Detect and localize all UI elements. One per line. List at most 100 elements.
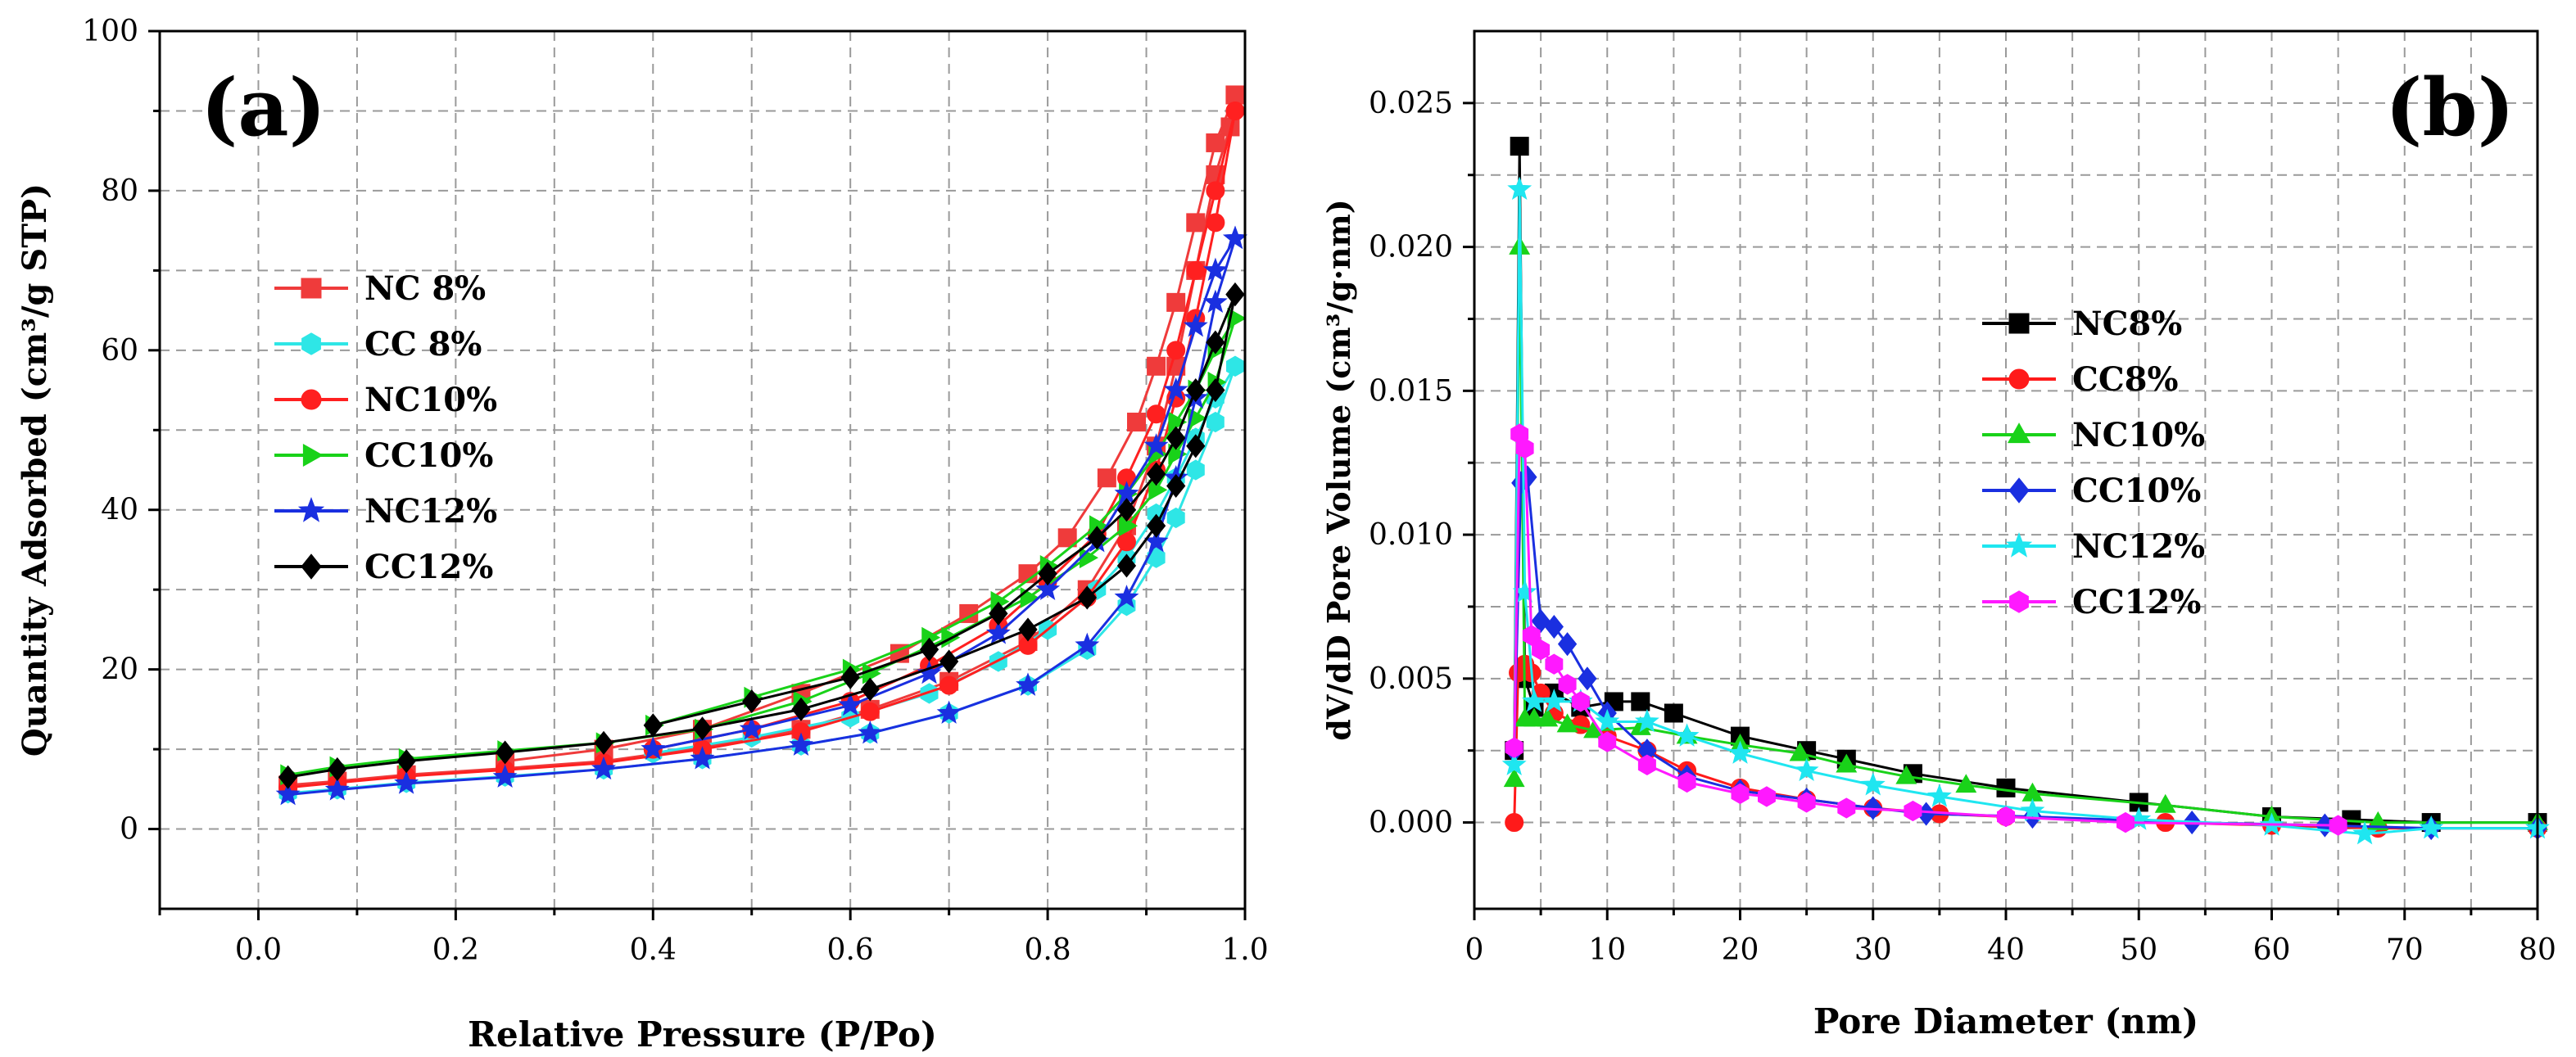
data-point-nc12 [917,660,942,684]
x-tick-label: 0.6 [827,933,874,967]
y-tick-label: 20 [101,653,138,687]
panel-b-ticks: 0 10 20 30 40 50 60 70 80 0.000 0.005 0.010 0.015 0.0… [1369,87,2556,967]
data-point-cc12 [1758,786,1776,807]
legend-item-nc10: NC10% [274,381,497,419]
legend-label: NC10% [2072,416,2205,454]
data-point-cc10 [1544,615,1564,639]
legend-item-cc12: CC12% [274,548,493,586]
data-point-nc12 [1163,377,1188,401]
data-point-nc12 [2352,820,2378,845]
x-tick-label: 40 [1987,933,2025,967]
data-point-cc12 [919,637,939,662]
legend-marker-nc10 [301,389,322,410]
y-tick-label: 0.025 [1369,87,1453,120]
x-tick-label: 70 [2386,933,2424,967]
data-point-cc12 [1997,806,2015,828]
y-tick-label: 80 [101,174,138,208]
data-point-cc8 [1505,813,1524,833]
data-point-nc12 [690,746,715,770]
data-point-nc10 [1556,713,1578,733]
x-tick-label: 30 [1854,933,1892,967]
data-point-cc12 [1077,585,1097,610]
panel-b-x-axis-label: Pore Diameter (nm) [1813,1001,2198,1041]
data-point-nc12 [936,700,962,724]
data-point-nc12 [1016,672,1040,696]
y-tick-label: 0.010 [1369,518,1453,552]
y-tick-label: 0.020 [1369,231,1453,264]
data-point-nc12 [1501,752,1527,775]
data-point-cc12 [742,689,762,714]
data-point-cc12 [939,649,959,674]
legend-label: CC8% [2072,360,2179,399]
legend-item-nc10: NC10% [1982,416,2205,454]
data-point-nc8 [1510,137,1529,156]
data-point-nc10 [1147,404,1166,424]
legend-item-cc12: CC12% [1982,583,2201,621]
data-point-cc12 [1598,731,1617,752]
y-tick-label: 40 [101,494,138,527]
data-point-cc12 [1505,737,1523,758]
legend-label: CC10% [364,436,493,475]
data-point-cc12 [1116,553,1137,578]
legend-marker-cc12 [301,553,322,580]
data-point-cc12 [1146,462,1166,486]
data-point-cc10 [1578,666,1597,691]
data-point-nc10 [1206,181,1225,201]
series-cc12 [278,282,1245,789]
data-point-cc12 [1515,437,1534,459]
data-point-cc12 [1166,426,1186,450]
data-point-cc12 [1186,377,1206,403]
legend-marker-nc8 [2008,313,2030,334]
y-tick-label: 0 [120,813,138,847]
legend-marker-cc8 [2008,368,2030,390]
data-point-cc12 [1677,771,1696,793]
x-tick-label: 1.0 [1221,933,1268,967]
data-point-cc12 [1522,625,1541,646]
data-point-cc12 [1532,639,1551,661]
data-point-nc12 [1223,225,1247,250]
data-point-cc12 [840,665,860,689]
data-point-cc12 [860,677,880,702]
panel-a-grid [160,31,1245,909]
legend-marker-nc10 [2007,422,2031,444]
panel-a-frame [158,29,1247,910]
data-point-cc12 [791,697,811,721]
data-point-nc12 [1202,257,1228,282]
data-point-nc8 [1664,703,1683,723]
data-point-nc10 [2154,793,2176,813]
data-point-cc12 [989,601,1008,626]
legend-marker-nc-8 [301,278,322,299]
legend-item-nc12: NC12% [1982,527,2205,566]
panel-a-series-group [275,85,1247,806]
panel-a-x-axis-label: Relative Pressure (P/Po) [468,1014,937,1055]
panel-b-series-group [1501,137,2550,845]
data-point-cc12 [1797,792,1816,813]
data-point-cc12 [1637,754,1656,775]
panel-b-label: (b) [2385,61,2515,154]
data-point-cc12 [1166,473,1186,499]
data-point-nc12 [1542,689,1567,712]
data-point-cc12 [1038,562,1057,586]
data-point-nc12 [1035,576,1061,600]
data-point-cc12 [1571,691,1590,712]
data-point-nc12 [1202,289,1228,314]
y-tick-label: 100 [82,15,138,48]
data-point-cc12 [1731,783,1750,805]
data-point-cc12 [1904,800,1922,822]
legend-item-cc10: CC10% [1982,472,2201,510]
legend-label: NC10% [364,381,497,419]
data-point-cc-8 [1166,507,1185,529]
data-point-nc10 [1537,707,1559,727]
data-point-nc12 [739,716,764,740]
data-point-nc12 [838,692,863,716]
data-point-nc10 [2367,811,2389,830]
x-tick-label: 0 [1465,933,1484,967]
legend-item-cc10: CC10% [274,436,493,475]
data-point-nc10 [1836,753,1858,773]
data-point-cc12 [1545,653,1564,675]
data-point-cc10 [1148,479,1168,501]
data-point-nc12 [1860,772,1886,796]
data-point-nc12 [1183,313,1208,337]
panel-a-ticks: 0.0 0.2 0.4 0.6 0.8 1.0 0 20 40 60 80 100 [82,15,1268,967]
data-point-cc12 [1186,434,1206,458]
